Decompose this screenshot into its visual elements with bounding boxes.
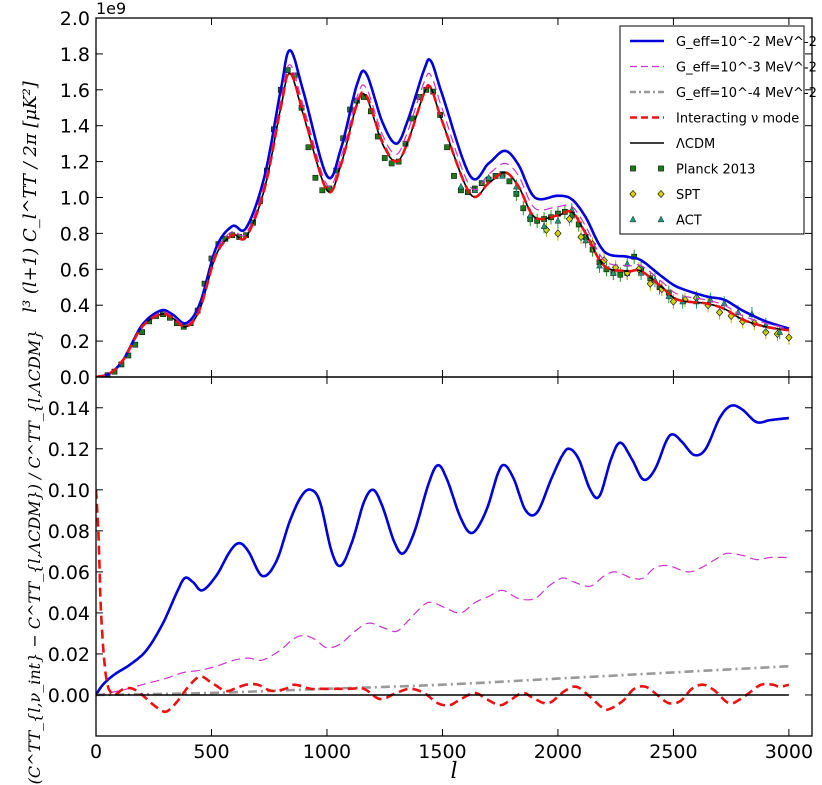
data-point-act [540,222,548,229]
data-point-act [582,236,589,244]
x-tick-label: 2000 [534,741,582,763]
x-tick-label: 2500 [649,741,697,763]
legend-label: G_eff=10^-2 MeV^-2 [676,35,817,50]
bottom-axes: 0.00 0.02 0.04 0.06 0.08 0.10 0.12 0.14 0 500 1000… [48,377,813,763]
data-point-act [554,216,562,224]
y-tick-label: 0.14 [48,398,90,420]
x-tick-label: 1500 [418,741,466,763]
y-tick-label: 1.8 [60,44,90,66]
y-tick-label: 0.2 [60,331,90,353]
data-point-planck-2013 [312,174,319,181]
data-point-planck-2013 [388,160,395,167]
y-tick-label: 0.06 [48,562,90,584]
series-line-g-eff-10-3-mev-2 [96,64,790,377]
legend-marker [629,189,637,199]
legend-label: ΛCDM [676,137,715,152]
y-tick-label: 1.4 [60,116,90,138]
y-tick-label: 0.10 [48,480,90,502]
series-line-g-eff-10-2-mev-2 [96,48,790,377]
data-point-spt [785,333,793,342]
legend-box [619,25,805,235]
bottom-series-line-g-eff-10-3-mev-2 [96,552,789,696]
data-point-act [596,261,603,269]
x-tick-label: 3000 [765,741,813,763]
data-point-act [485,173,492,181]
y-tick-label: 2.0 [60,8,90,30]
legend-label: ACT [676,214,702,229]
legend-marker [658,165,664,172]
data-point-act [610,269,617,276]
x-tick-label: 1000 [303,741,351,763]
x-axis-label: l [450,759,457,784]
data-point-planck-2013 [139,329,146,335]
y-tick-label: 0.0 [60,367,90,389]
data-point-act [457,182,465,190]
top-axes: 0.0 0.2 0.4 0.6 0.8 1.0 1.2 1.4 1.6 1.8 2.0 [60,8,812,389]
legend-label: Interacting ν mode [676,112,799,127]
bottom-plot-area [96,404,790,714]
legend-marker [629,215,637,223]
x-tick-label: 500 [193,741,229,763]
y-tick-label: 1.6 [60,80,90,102]
data-point-act [623,260,631,267]
data-point-planck-2013 [381,155,388,161]
x-tick-label: 0 [90,741,102,763]
data-point-spt [565,214,574,224]
legend-label: G_eff=10^-3 MeV^-2 [676,61,817,76]
y-tick-label: 0.6 [60,259,90,281]
data-point-spt [577,232,585,242]
data-point-spt [658,284,666,294]
bottom-series-line-g-eff-10-4-mev-2 [96,665,789,697]
legend-label: G_eff=10^-4 MeV^-2 [676,86,817,101]
top-offset-text: 1e9 [96,0,126,18]
legend-marker [630,165,636,172]
y-tick-label: 1.0 [60,188,90,210]
data-point-planck-2013 [506,178,513,185]
legend-marker [657,215,665,223]
y-tick-label: 0.4 [60,295,90,317]
bottom-series-line-interacting-mode [96,489,790,714]
bottom-panel: 0.00 0.02 0.04 0.06 0.08 0.10 0.12 0.14 0 500 1000… [25,330,813,785]
y-tick-label: 0.00 [48,685,90,707]
bottom-series-line-g-eff-10-2-mev-2 [96,404,790,696]
legend-label: SPT [676,188,700,203]
bottom-y-axis-label: (C^TT_{l,ν_int} − C^TT_{l,ΛCDM}) / C^TT_… [25,330,44,785]
data-point-act [499,172,506,179]
data-point-spt [669,297,678,306]
y-tick-label: 0.8 [60,223,90,245]
series-line-interacting-mode [96,70,790,377]
data-point-act [776,328,783,335]
data-point-planck-2013 [520,205,527,212]
legend-label: Planck 2013 [676,163,756,178]
y-tick-label: 0.08 [48,521,90,543]
y-tick-label: 0.12 [48,439,90,461]
data-point-planck-2013 [451,173,457,179]
y-tick-label: 0.04 [48,603,90,625]
legend: G_eff=10^-2 MeV^-2 G_eff=10^-3 MeV^-2 G_ef… [619,25,817,235]
legend-marker [657,189,665,199]
data-point-planck-2013 [305,144,312,151]
y-tick-label: 1.2 [60,152,90,174]
y-tick-label: 0.02 [48,644,90,666]
top-plot-area [96,48,793,377]
data-point-planck-2013 [319,187,326,194]
data-point-spt [716,308,724,317]
data-point-spt [554,229,562,238]
data-point-planck-2013 [617,271,624,278]
data-point-planck-2013 [444,144,450,151]
top-y-axis-label: l³ (l+1) C_l^TT / 2π [μK²] [20,80,41,313]
